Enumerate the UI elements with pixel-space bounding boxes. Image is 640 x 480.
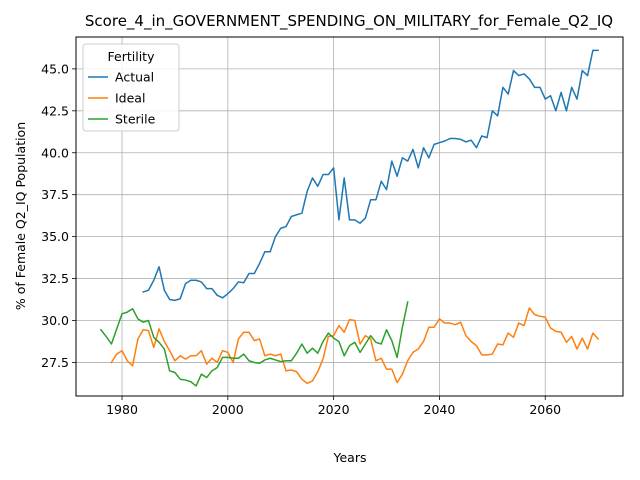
x-tick-label: 2020 — [318, 402, 350, 417]
y-axis-label: % of Female Q2_IQ Population — [13, 122, 28, 310]
grid — [76, 37, 623, 396]
plot-frame — [75, 36, 624, 397]
legend-label-sterile: Sterile — [115, 112, 156, 127]
y-tick-label: 40.0 — [41, 145, 69, 160]
x-axis-label: Years — [333, 450, 367, 465]
series-line-ideal — [110, 307, 600, 385]
legend-entries: Actual Ideal Sterile — [88, 70, 156, 127]
x-tick-label: 1980 — [106, 402, 138, 417]
y-tick-label: 35.0 — [41, 229, 69, 244]
axis-ticks: 1980 2000 2020 2040 2060 27.5 30.0 32.5 35.0 37.5… — [41, 61, 561, 417]
y-tick-label: 27.5 — [41, 355, 69, 370]
series-line-sterile — [99, 301, 409, 387]
chart-title: Score_4_in_GOVERNMENT_SPENDING_ON_MILITA… — [85, 12, 613, 31]
x-tick-label: 2040 — [424, 402, 456, 417]
legend-label-ideal: Ideal — [115, 91, 145, 106]
legend-box — [82, 43, 180, 132]
legend-label-actual: Actual — [115, 70, 154, 85]
legend-title: Fertility — [108, 49, 156, 64]
y-tick-label: 37.5 — [41, 187, 69, 202]
legend: Fertility Actual Ideal Sterile — [82, 43, 180, 132]
x-tick-label: 2060 — [529, 402, 561, 417]
y-tick-label: 42.5 — [41, 103, 69, 118]
series-lines — [99, 49, 600, 387]
series-line-actual — [142, 49, 599, 302]
x-tick-label: 2000 — [212, 402, 244, 417]
y-tick-label: 30.0 — [41, 313, 69, 328]
y-tick-label: 32.5 — [41, 271, 69, 286]
y-tick-label: 45.0 — [41, 61, 69, 76]
